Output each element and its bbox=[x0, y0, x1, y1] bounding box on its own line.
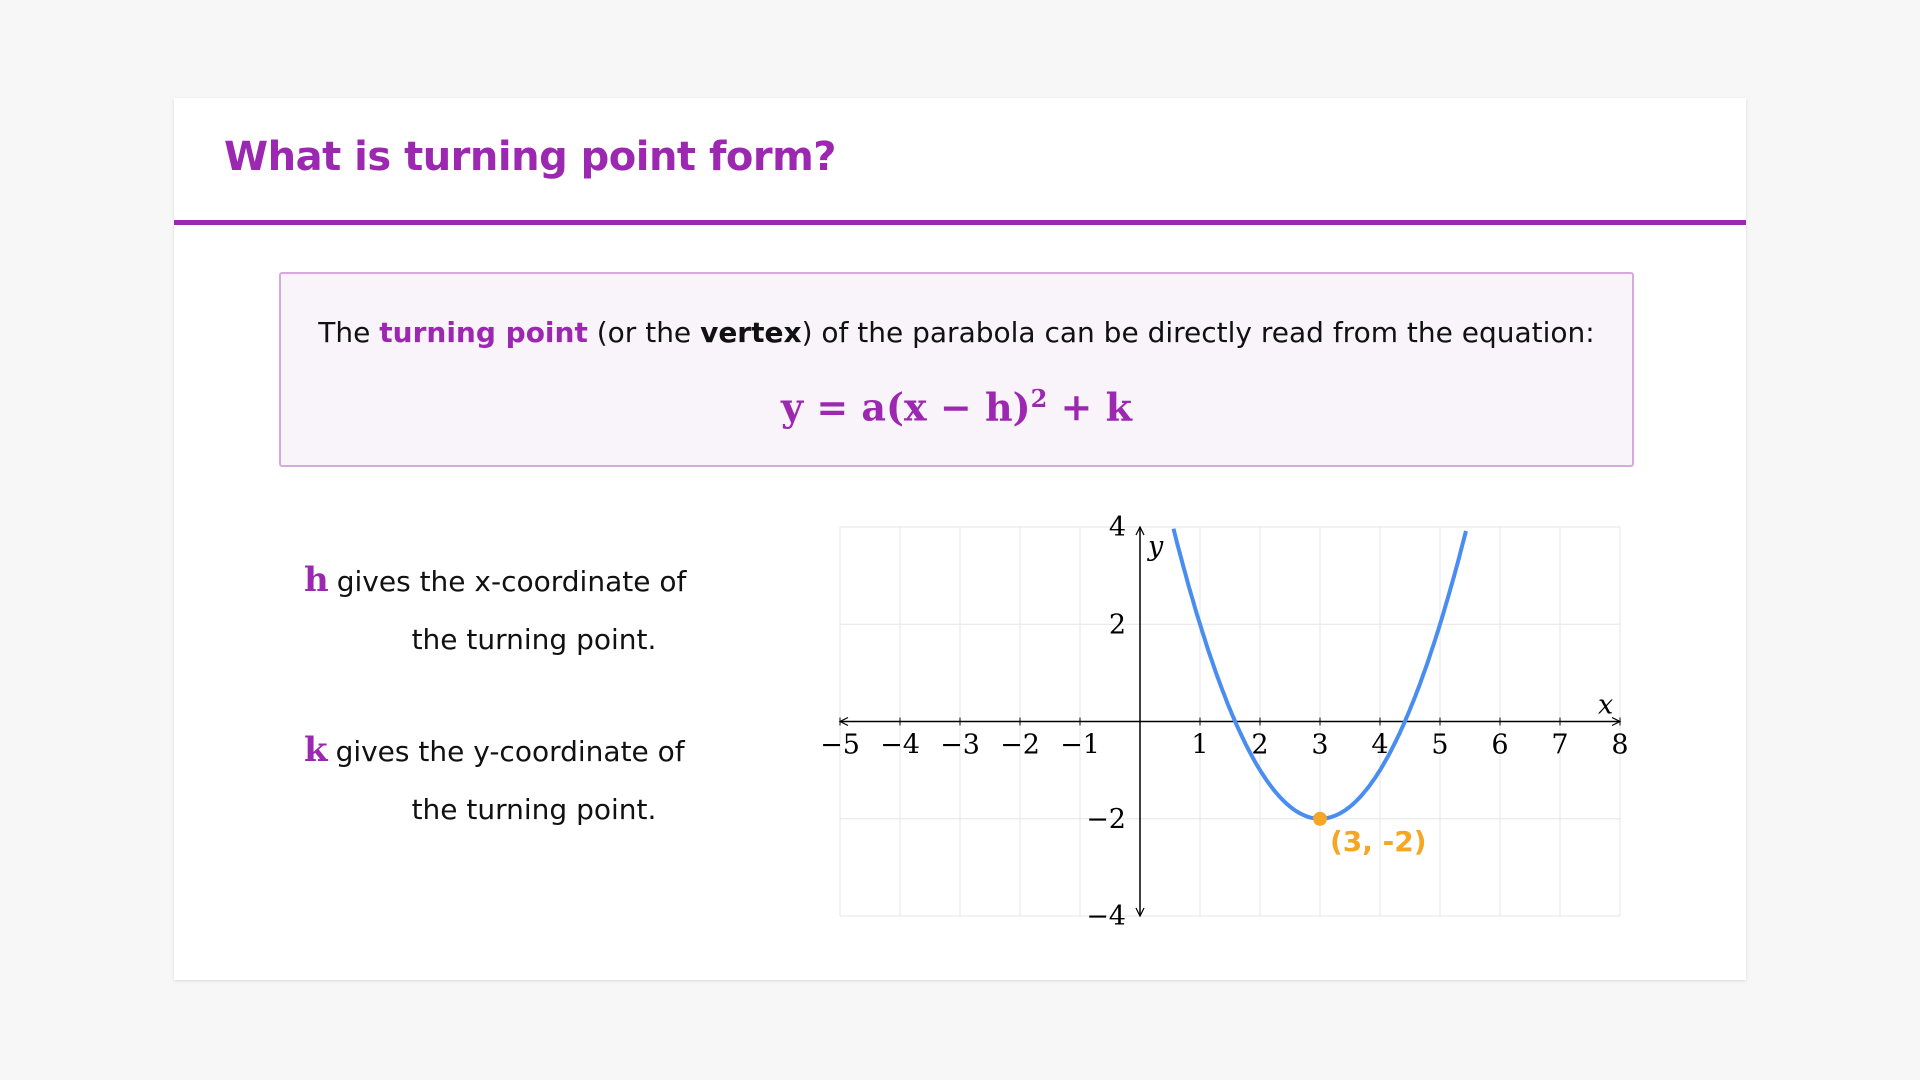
equation-main: y = a(x − h) bbox=[781, 384, 1031, 430]
x-tick-label: −3 bbox=[940, 730, 980, 761]
slide-title: What is turning point form? bbox=[224, 134, 836, 180]
intro-text: The turning point (or the vertex) of the… bbox=[281, 316, 1632, 349]
definition-box: The turning point (or the vertex) of the… bbox=[279, 272, 1634, 467]
intro-middle: (or the bbox=[587, 316, 701, 349]
vertex-point bbox=[1313, 811, 1327, 826]
note-variable: k bbox=[304, 730, 328, 770]
title-divider bbox=[174, 220, 1746, 225]
note-line1: gives the x-coordinate of bbox=[336, 565, 687, 598]
note-line1: gives the y-coordinate of bbox=[335, 735, 685, 768]
y-tick-label: 2 bbox=[1109, 609, 1126, 640]
note-line2: the turning point. bbox=[411, 793, 657, 826]
y-tick-label: 4 bbox=[1109, 512, 1126, 543]
x-tick-label: 8 bbox=[1611, 730, 1628, 761]
intro-after: ) of the parabola can be directly read f… bbox=[801, 316, 1595, 349]
x-tick-label: −2 bbox=[1000, 730, 1040, 761]
x-tick-label: 2 bbox=[1251, 730, 1268, 761]
note-k: k gives the y-coordinate of the turning po… bbox=[304, 721, 724, 839]
x-tick-label: 5 bbox=[1431, 730, 1448, 761]
note-variable: h bbox=[304, 560, 329, 600]
intro-bold: vertex bbox=[700, 316, 802, 349]
equation-exponent: 2 bbox=[1030, 384, 1048, 413]
y-tick-label: −2 bbox=[1086, 804, 1126, 835]
y-tick-label: −4 bbox=[1086, 901, 1126, 932]
equation: y = a(x − h)2 + k bbox=[281, 384, 1632, 430]
intro-highlight: turning point bbox=[379, 316, 588, 349]
x-tick-label: 3 bbox=[1311, 730, 1328, 761]
note-h: h gives the x-coordinate of the turning po… bbox=[304, 551, 724, 669]
intro-before: The bbox=[318, 316, 380, 349]
x-tick-label: −5 bbox=[820, 730, 860, 761]
equation-tail: + k bbox=[1047, 384, 1132, 430]
y-axis-label: y bbox=[1147, 531, 1164, 562]
x-tick-label: −1 bbox=[1060, 730, 1100, 761]
x-tick-label: −4 bbox=[880, 730, 920, 761]
x-tick-label: 7 bbox=[1551, 730, 1568, 761]
vertex-label: (3, -2) bbox=[1330, 825, 1427, 858]
note-line2: the turning point. bbox=[411, 623, 657, 656]
x-tick-label: 4 bbox=[1371, 730, 1388, 761]
x-tick-label: 1 bbox=[1191, 730, 1208, 761]
x-axis-label: x bbox=[1598, 690, 1613, 721]
x-tick-label: 6 bbox=[1491, 730, 1508, 761]
